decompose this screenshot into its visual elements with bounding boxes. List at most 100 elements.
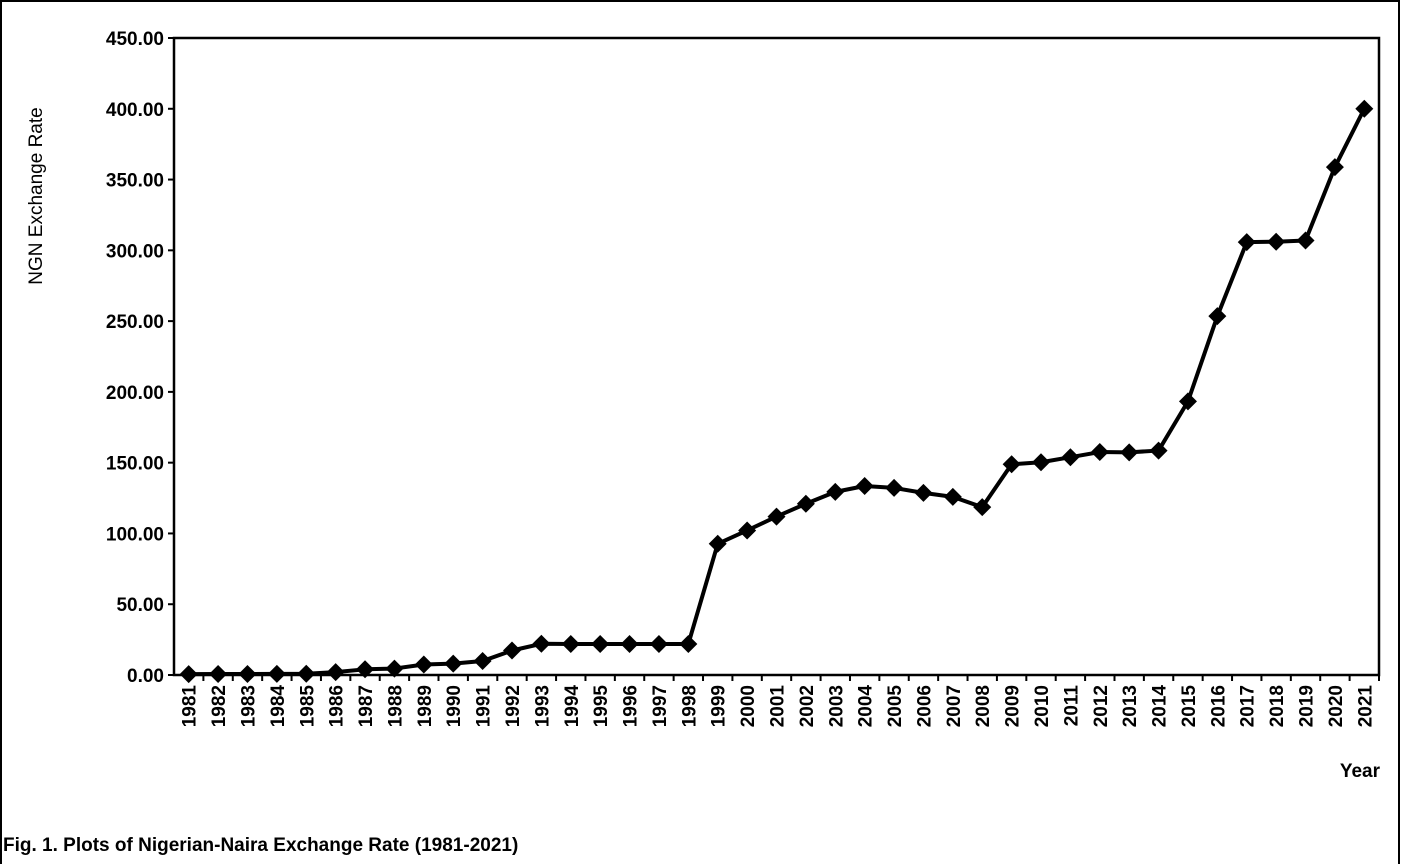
marker [1149, 441, 1168, 460]
marker [209, 665, 228, 684]
marker [620, 635, 639, 654]
marker [855, 477, 874, 496]
marker [444, 654, 463, 673]
marker [297, 664, 316, 683]
y-tick-label: 150.00 [106, 454, 164, 475]
marker [943, 487, 962, 506]
x-tick-label: 2018 [1267, 685, 1288, 727]
marker [1267, 232, 1286, 251]
x-tick-label: 2009 [1003, 685, 1024, 727]
x-tick-label: 2002 [797, 685, 818, 727]
x-tick-label: 1991 [474, 685, 495, 728]
x-tick-label: 2003 [826, 685, 847, 727]
marker [796, 494, 815, 513]
x-tick-label: 1986 [327, 685, 348, 727]
marker [473, 651, 492, 670]
x-tick-label: 2004 [856, 685, 877, 728]
marker [238, 664, 257, 683]
x-tick-label: 2010 [1032, 685, 1053, 727]
x-tick-label: 2012 [1091, 685, 1112, 727]
marker [1208, 307, 1227, 326]
marker [1325, 158, 1344, 177]
marker [1178, 392, 1197, 411]
line [188, 107, 1367, 677]
x-tick-label: 2005 [885, 685, 906, 728]
x-tick-label: 1985 [297, 685, 318, 728]
x-tick-label: 1999 [709, 685, 730, 727]
x-tick-label: 2016 [1208, 685, 1229, 727]
marker [708, 534, 727, 553]
x-tick-label: 2013 [1120, 685, 1141, 727]
x-tick-label: 2007 [944, 685, 965, 727]
marker [591, 635, 610, 654]
x-tick-label: 1994 [562, 685, 583, 728]
y-tick-label: 100.00 [106, 524, 164, 545]
marker [1090, 443, 1109, 462]
y-tick-label: 450.00 [106, 29, 164, 50]
marker [738, 521, 757, 540]
x-tick-label: 1982 [209, 685, 230, 727]
x-tick-label: 1997 [650, 685, 671, 727]
marker [767, 507, 786, 526]
plot-area [172, 36, 1381, 677]
x-tick-label: 1987 [356, 685, 377, 727]
x-tick-label: 2011 [1061, 685, 1082, 727]
y-tick-label: 350.00 [106, 171, 164, 192]
x-tick-label: 2020 [1326, 685, 1347, 727]
y-tick-label: 300.00 [106, 241, 164, 262]
marker [561, 635, 580, 654]
y-tick-label: 200.00 [106, 383, 164, 404]
marker [267, 664, 286, 683]
x-tick-label: 2017 [1238, 685, 1259, 727]
marker [973, 498, 992, 517]
y-axis-label: NGN Exchange Rate [26, 107, 47, 284]
marker [502, 641, 521, 660]
marker [1237, 233, 1256, 252]
marker [179, 665, 198, 684]
x-tick-label: 1995 [591, 685, 612, 728]
x-tick-label: 2006 [914, 685, 935, 727]
x-tick-label: 2014 [1150, 685, 1171, 728]
marker [1355, 99, 1374, 118]
marker [649, 635, 668, 654]
marker [1032, 453, 1051, 472]
marker [679, 635, 698, 654]
x-tick-label: 2021 [1355, 685, 1376, 728]
marker [1296, 231, 1315, 250]
x-tick-label: 1989 [415, 685, 436, 727]
x-tick-label: 2000 [738, 685, 759, 727]
x-tick-label: 1988 [385, 685, 406, 727]
chart-title: Fig. 1. Plots of Nigerian-Naira Exchange… [3, 835, 518, 856]
y-tick-label: 50.00 [116, 595, 164, 616]
x-tick-label: 1998 [679, 685, 700, 727]
y-tick-label: 250.00 [106, 312, 164, 333]
marker [326, 663, 345, 682]
x-tick-label: 2019 [1297, 685, 1318, 727]
marker [885, 478, 904, 497]
marker [385, 659, 404, 678]
marker [1002, 455, 1021, 474]
x-tick-label: 1993 [532, 685, 553, 727]
marker [1120, 443, 1139, 462]
marker [532, 634, 551, 653]
marker [826, 482, 845, 501]
x-tick-label: 1984 [268, 685, 289, 728]
x-tick-label: 2001 [768, 685, 789, 728]
x-tick-label: 1983 [238, 685, 259, 727]
x-tick-label: 2015 [1179, 685, 1200, 728]
x-tick-label: 1992 [503, 685, 524, 727]
marker [356, 660, 375, 679]
marker [1061, 448, 1080, 467]
x-tick-label: 1981 [180, 685, 201, 728]
y-tick-label: 400.00 [106, 100, 164, 121]
marker [914, 483, 933, 502]
x-tick-label: 1990 [444, 685, 465, 727]
y-tick-label: 0.00 [127, 666, 164, 687]
marker [414, 655, 433, 674]
x-axis-label: Year [1340, 761, 1381, 782]
x-tick-label: 1996 [621, 685, 642, 727]
x-tick-label: 2008 [973, 685, 994, 727]
